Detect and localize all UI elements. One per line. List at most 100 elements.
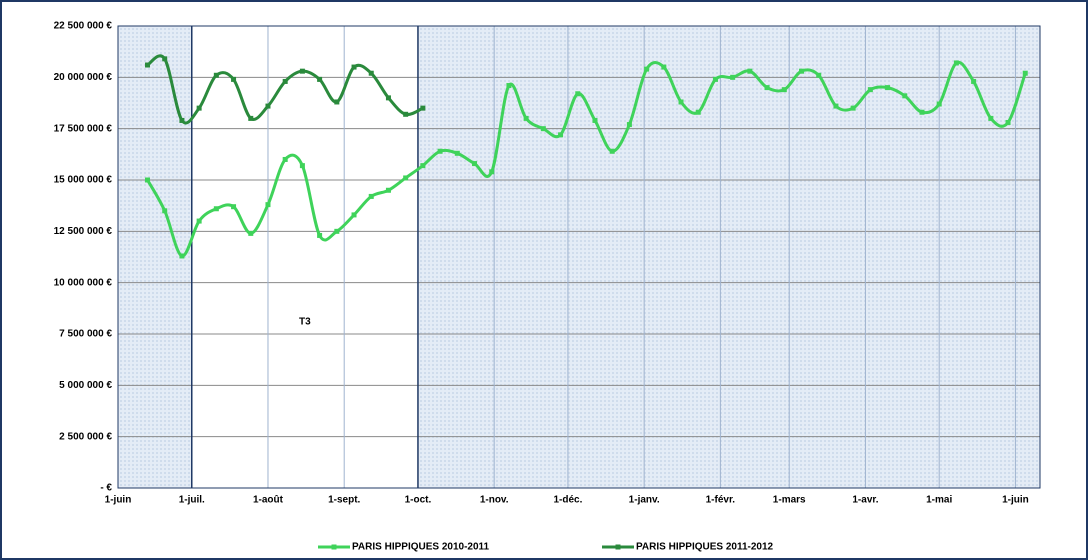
x-tick-label: 1-déc.: [553, 495, 582, 506]
point: [472, 161, 478, 167]
point: [282, 78, 288, 84]
point: [368, 193, 374, 199]
point: [317, 76, 323, 82]
point: [661, 64, 667, 70]
point: [988, 115, 994, 121]
point: [489, 169, 495, 175]
y-tick-label: 17 500 000 €: [54, 123, 113, 134]
legend-label: PARIS HIPPIQUES 2010-2011: [352, 542, 490, 553]
point: [196, 105, 202, 111]
point: [781, 87, 787, 93]
point: [351, 212, 357, 218]
point: [609, 148, 615, 154]
point: [265, 202, 271, 208]
point: [558, 132, 564, 138]
legend-label: PARIS HIPPIQUES 2011-2012: [636, 542, 774, 553]
point: [334, 228, 340, 234]
x-tick-label: 1-août: [253, 495, 284, 506]
point: [816, 72, 822, 78]
point: [317, 232, 323, 238]
point: [403, 175, 409, 181]
annotation: T3: [299, 317, 311, 328]
point: [248, 230, 254, 236]
point: [575, 91, 581, 97]
point: [385, 95, 391, 101]
point: [523, 115, 529, 121]
series-line: [146, 60, 1027, 258]
point: [506, 83, 512, 89]
point: [299, 163, 305, 169]
point: [145, 62, 151, 68]
x-tick-label: 1-mai: [926, 495, 952, 506]
point: [162, 208, 168, 214]
point: [1022, 70, 1028, 76]
point: [833, 103, 839, 109]
point: [179, 253, 185, 259]
y-tick-label: 15 000 000 €: [54, 175, 113, 186]
point: [626, 122, 632, 128]
point: [592, 117, 598, 123]
point: [231, 76, 237, 82]
point: [902, 93, 908, 99]
point: [196, 218, 202, 224]
point: [799, 68, 805, 74]
point: [299, 68, 305, 74]
point: [334, 99, 340, 105]
y-tick-label: 10 000 000 €: [54, 277, 113, 288]
point: [747, 68, 753, 74]
point: [265, 103, 271, 109]
point: [385, 187, 391, 193]
x-tick-label: 1-juil.: [179, 495, 205, 506]
point: [885, 85, 891, 91]
legend-marker: [615, 544, 621, 550]
point: [282, 156, 288, 162]
point: [678, 99, 684, 105]
x-tick-label: 1-févr.: [706, 495, 736, 506]
point: [231, 204, 237, 210]
point: [248, 115, 254, 121]
x-tick-label: 1-nov.: [480, 495, 509, 506]
highlight-region: [191, 26, 418, 488]
point: [936, 101, 942, 107]
point: [644, 66, 650, 72]
x-tick-label: 1-oct.: [405, 495, 432, 506]
point: [695, 109, 701, 115]
point: [540, 126, 546, 132]
point: [953, 60, 959, 66]
y-tick-label: 5 000 000 €: [59, 380, 112, 391]
x-tick-label: 1-mars: [773, 495, 806, 506]
point: [179, 117, 185, 123]
point: [850, 105, 856, 111]
point: [919, 109, 925, 115]
x-tick-label: 1-janv.: [629, 495, 660, 506]
y-tick-label: 2 500 000 €: [59, 431, 112, 442]
point: [351, 64, 357, 70]
y-tick-label: 20 000 000 €: [54, 72, 113, 83]
point: [454, 150, 460, 156]
y-tick-label: - €: [100, 483, 112, 494]
point: [764, 85, 770, 91]
point: [368, 70, 374, 76]
x-tick-label: 1-sept.: [328, 495, 360, 506]
y-tick-label: 7 500 000 €: [59, 329, 112, 340]
point: [403, 111, 409, 117]
x-tick-label: 1-juin: [105, 495, 132, 506]
y-tick-label: 22 500 000 €: [54, 21, 113, 32]
point: [162, 56, 168, 62]
point: [213, 72, 219, 78]
point: [867, 87, 873, 93]
point: [1005, 120, 1011, 126]
point: [730, 74, 736, 80]
y-tick-label: 12 500 000 €: [54, 226, 113, 237]
point: [971, 78, 977, 84]
point: [213, 206, 219, 212]
plot-border: [117, 25, 1041, 489]
point: [420, 163, 426, 169]
x-tick-label: 1-avr.: [852, 495, 878, 506]
x-tick-label: 1-juin: [1002, 495, 1029, 506]
point: [712, 76, 718, 82]
point: [145, 177, 151, 183]
legend-marker: [331, 544, 337, 550]
point: [420, 105, 426, 111]
